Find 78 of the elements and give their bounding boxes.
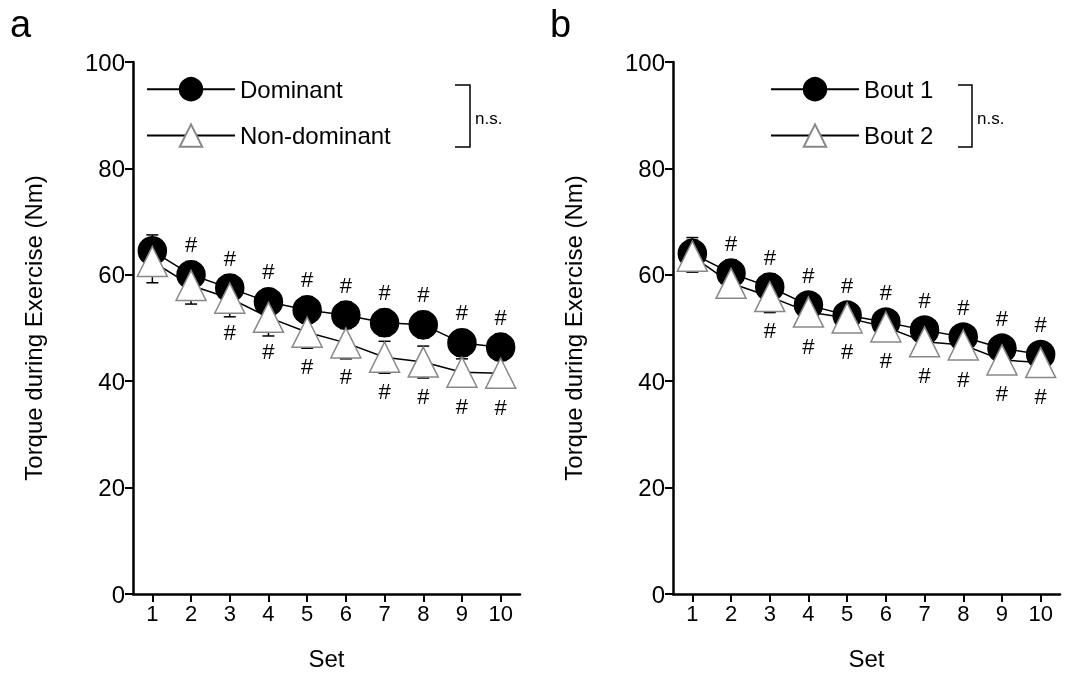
annotation: # [262, 338, 276, 364]
x-tick-label: 6 [339, 600, 352, 626]
y-axis-title: Torque during Exercise (Nm) [559, 175, 587, 481]
x-tick-label: 7 [378, 600, 391, 626]
x-tick-label: 9 [995, 600, 1009, 626]
annotation: # [802, 333, 816, 359]
annotation: # [339, 364, 353, 390]
annotation: # [262, 259, 276, 285]
x-tick-label: 4 [802, 600, 815, 626]
annotation: # [184, 232, 198, 258]
annotation: # [802, 262, 816, 288]
annotation: # [378, 280, 392, 306]
annotation: n.s. [475, 109, 503, 128]
y-tick-label: 80 [638, 154, 665, 182]
x-tick-label: 8 [957, 600, 970, 626]
annotation: # [841, 272, 855, 298]
annotation: # [378, 378, 392, 404]
y-axis-title: Torque during Exercise (Nm) [19, 175, 47, 481]
x-tick-label: 4 [262, 600, 275, 626]
annotation: # [301, 267, 315, 293]
x-tick-label: 10 [1028, 600, 1053, 626]
y-tick-label: 40 [98, 367, 125, 395]
annotation: # [918, 363, 932, 389]
y-tick-label: 80 [98, 154, 125, 182]
y-tick-label: 60 [638, 261, 665, 289]
annotation: n.s. [977, 109, 1005, 128]
annotation: # [763, 318, 777, 344]
legend-label: Non-dominant [240, 122, 392, 150]
legend-label: Bout 2 [864, 122, 934, 150]
y-tick-label: 0 [651, 580, 665, 608]
x-tick-label: 2 [184, 600, 198, 626]
x-tick-label: 1 [146, 600, 159, 626]
x-tick-label: 2 [724, 600, 738, 626]
x-tick-label: 7 [918, 600, 931, 626]
annotation: # [494, 304, 508, 330]
annotation: # [918, 287, 932, 313]
x-tick-label: 5 [841, 600, 854, 626]
x-tick-label: 10 [488, 600, 513, 626]
annotation: # [995, 305, 1009, 331]
annotation: # [223, 245, 237, 271]
annotation: # [724, 230, 738, 256]
x-tick-label: 9 [455, 600, 469, 626]
x-tick-label: 3 [763, 600, 776, 626]
y-tick-label: 20 [638, 474, 665, 502]
annotation: # [841, 339, 855, 365]
x-tick-label: 1 [686, 600, 699, 626]
annotation: # [879, 348, 893, 374]
legend-label: Bout 1 [864, 75, 934, 103]
annotation: # [957, 294, 971, 320]
annotation: # [957, 366, 971, 392]
annotation: # [763, 244, 777, 270]
x-tick-label: 8 [417, 600, 430, 626]
x-tick-label: 5 [301, 600, 314, 626]
x-axis-title: Set [308, 644, 345, 672]
y-tick-label: 20 [98, 474, 125, 502]
annotation: # [223, 319, 237, 345]
y-tick-label: 0 [111, 580, 125, 608]
x-tick-label: 6 [879, 600, 892, 626]
legend-label: Dominant [240, 75, 344, 103]
annotation: # [417, 282, 431, 308]
annotation: # [995, 381, 1009, 407]
annotation: # [339, 272, 353, 298]
annotation: # [301, 353, 315, 379]
x-axis-title: Set [848, 644, 885, 672]
x-tick-label: 3 [223, 600, 236, 626]
annotation: # [455, 393, 469, 419]
annotation: # [1034, 312, 1048, 338]
y-tick-label: 100 [84, 48, 125, 76]
chart-title: a [10, 3, 32, 45]
annotation: # [417, 383, 431, 409]
annotation: # [879, 279, 893, 305]
y-tick-label: 100 [624, 48, 665, 76]
y-tick-label: 60 [98, 261, 125, 289]
chart-title: b [550, 3, 572, 45]
annotation: # [494, 394, 508, 420]
annotation: # [1034, 384, 1048, 410]
y-tick-label: 40 [638, 367, 665, 395]
annotation: # [455, 300, 469, 326]
